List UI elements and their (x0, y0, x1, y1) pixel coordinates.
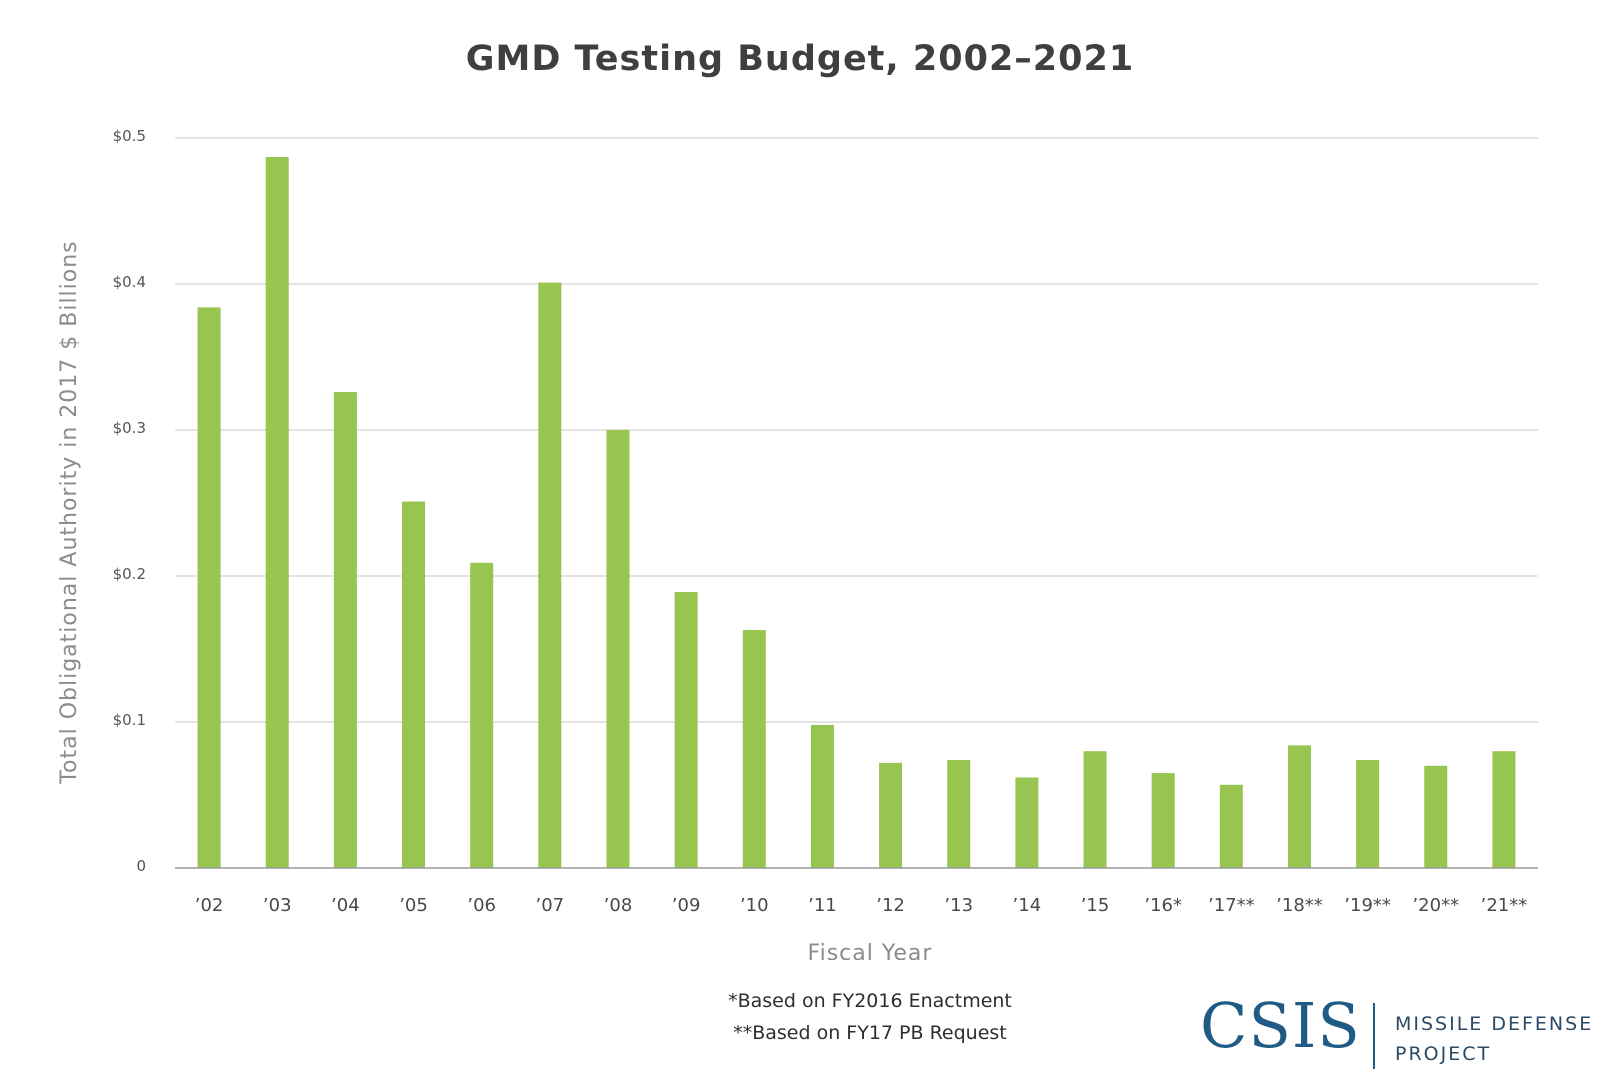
logo-missile-defense: MISSILE DEFENSE (1395, 1013, 1594, 1035)
footnote-enactment: *Based on FY2016 Enactment (728, 990, 1012, 1012)
bar (1356, 759, 1380, 868)
bar (1219, 784, 1243, 868)
y-tick-label: $0.2 (113, 565, 146, 583)
x-tick-label: ’02 (195, 895, 224, 916)
bar (1492, 751, 1516, 868)
bar (742, 630, 766, 868)
x-tick-label: ’20** (1412, 895, 1459, 916)
x-tick-label: ’03 (263, 895, 292, 916)
bar (1015, 777, 1039, 868)
bar (879, 762, 903, 868)
logo-project: PROJECT (1395, 1043, 1492, 1065)
chart-title: GMD Testing Budget, 2002–2021 (466, 39, 1134, 79)
x-tick-label: ’06 (467, 895, 496, 916)
x-tick-label: ’15 (1081, 895, 1110, 916)
x-tick-label: ’12 (876, 895, 905, 916)
x-tick-label: ’19** (1344, 895, 1391, 916)
chart: GMD Testing Budget, 2002–2021 0 $0.1 $0.2 $… (57, 39, 1538, 960)
x-tick-label: ’21** (1481, 895, 1528, 916)
y-axis-label: Total Obligational Authority in 2017 $ B… (57, 240, 82, 784)
y-tick-label: $0.3 (113, 419, 146, 437)
x-axis-label: Fiscal Year (808, 941, 933, 960)
logo-divider (1373, 1003, 1375, 1069)
bar (538, 282, 562, 868)
x-tick-label: ’18** (1276, 895, 1323, 916)
bar (674, 592, 698, 868)
y-tick-label: $0.4 (113, 273, 146, 291)
bar (333, 392, 357, 868)
gridlines (175, 137, 1538, 723)
bar (470, 562, 494, 868)
x-tick-label: ’05 (399, 895, 428, 916)
y-tick-label: 0 (136, 857, 146, 875)
x-tick-label: ’09 (672, 895, 701, 916)
x-tick-label: ’13 (944, 895, 973, 916)
x-tick-label: ’10 (740, 895, 769, 916)
x-tick-label: ’16* (1144, 895, 1182, 916)
csis-logo: CSIS (1200, 989, 1361, 1062)
x-tick-label: ’07 (536, 895, 565, 916)
bar (1287, 745, 1311, 868)
x-tick-label: ’17** (1208, 895, 1255, 916)
bar (402, 501, 426, 868)
bar (1151, 773, 1175, 868)
y-tick-label: $0.5 (113, 127, 146, 145)
bar (1083, 751, 1107, 868)
bars (197, 156, 1516, 869)
y-tick-label: $0.1 (113, 711, 146, 729)
bar (197, 307, 221, 868)
x-axis-ticks: ’02 ’03 ’04 ’05 ’06 ’07 ’08 ’09 ’10 ’11 ’12 ’13 ’14 ’… (195, 895, 1527, 916)
bar (947, 759, 971, 868)
bar (606, 430, 630, 868)
bar (265, 156, 289, 869)
bar (1424, 765, 1448, 868)
bar (810, 724, 834, 868)
x-tick-label: ’08 (604, 895, 633, 916)
x-tick-label: ’04 (331, 895, 360, 916)
y-axis-ticks: 0 $0.1 $0.2 $0.3 $0.4 $0.5 (113, 127, 146, 875)
footnote-pb-request: **Based on FY17 PB Request (733, 1022, 1007, 1044)
x-tick-label: ’14 (1013, 895, 1042, 916)
x-tick-label: ’11 (808, 895, 837, 916)
